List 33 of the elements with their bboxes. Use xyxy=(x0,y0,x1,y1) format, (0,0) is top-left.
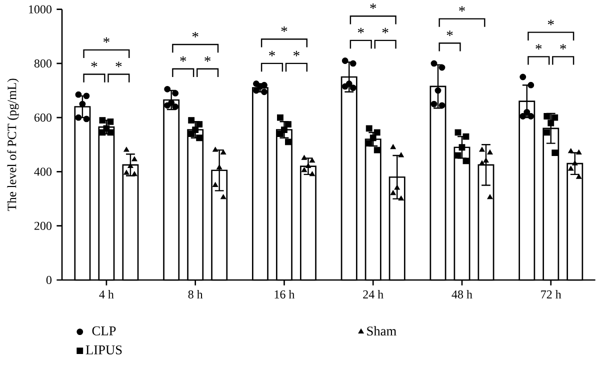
annotation: * xyxy=(91,62,98,68)
legend-label: CLP xyxy=(92,326,116,336)
x-tick-label: 16 h xyxy=(274,290,295,298)
annotation: * xyxy=(269,50,275,56)
annotation: * xyxy=(281,26,288,32)
annotation: * xyxy=(358,28,364,34)
legend-label: Sham xyxy=(367,326,396,336)
x-tick-label: 4 h xyxy=(99,290,114,298)
annotation: * xyxy=(192,32,198,38)
annotation: * xyxy=(180,56,186,62)
y-tick-label: 600 xyxy=(34,114,52,122)
y-tick-label: 400 xyxy=(34,168,52,176)
annotation: * xyxy=(293,50,300,56)
annotation: * xyxy=(446,30,453,36)
x-tick-label: 48 h xyxy=(452,290,472,298)
legend-label: LIPUS xyxy=(86,345,122,354)
annotation: * xyxy=(560,44,566,50)
y-axis-title: The level of PCT (pg/mL) xyxy=(7,78,19,211)
annotation: * xyxy=(459,6,465,12)
x-tick-label: 8 h xyxy=(188,290,203,298)
annotation: * xyxy=(116,62,122,68)
annotation: * xyxy=(382,28,388,34)
annotation: * xyxy=(103,37,110,43)
text: * xyxy=(370,4,376,9)
x-tick-label: 24 h xyxy=(363,290,384,298)
y-tick-label: 1000 xyxy=(29,5,52,14)
annotation: * xyxy=(536,44,542,50)
y-tick-label: 800 xyxy=(34,59,52,68)
x-tick-label: 72 h xyxy=(541,290,562,298)
annotation: * xyxy=(548,20,554,26)
y-tick-label: 0 xyxy=(46,276,52,284)
annotation: * xyxy=(204,56,211,62)
y-tick-label: 200 xyxy=(34,222,52,230)
